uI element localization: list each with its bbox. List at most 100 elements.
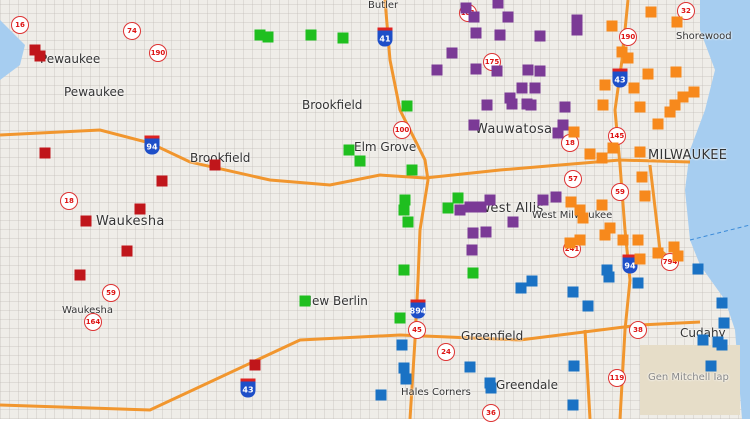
map-marker-purple[interactable] bbox=[431, 64, 443, 76]
map-marker-blue[interactable] bbox=[567, 399, 579, 411]
map-marker-green[interactable] bbox=[354, 155, 366, 167]
map-marker-purple[interactable] bbox=[534, 65, 546, 77]
map-marker-orange[interactable] bbox=[596, 152, 608, 164]
map-marker-purple[interactable] bbox=[466, 244, 478, 256]
map-marker-purple[interactable] bbox=[470, 27, 482, 39]
map-marker-blue[interactable] bbox=[375, 389, 387, 401]
map-marker-green[interactable] bbox=[398, 264, 410, 276]
map-marker-orange[interactable] bbox=[639, 190, 651, 202]
map-marker-purple[interactable] bbox=[552, 127, 564, 139]
map-marker-blue[interactable] bbox=[632, 277, 644, 289]
map-marker-orange[interactable] bbox=[597, 99, 609, 111]
map-marker-orange[interactable] bbox=[671, 16, 683, 28]
map-marker-purple[interactable] bbox=[468, 11, 480, 23]
map-marker-green[interactable] bbox=[305, 29, 317, 41]
map-marker-purple[interactable] bbox=[492, 0, 504, 9]
map-marker-orange[interactable] bbox=[607, 142, 619, 154]
map-marker-orange[interactable] bbox=[577, 212, 589, 224]
map-marker-green[interactable] bbox=[254, 29, 266, 41]
map-marker-blue[interactable] bbox=[398, 362, 410, 374]
map-marker-blue[interactable] bbox=[567, 286, 579, 298]
map-marker-blue[interactable] bbox=[692, 263, 704, 275]
map-marker-orange[interactable] bbox=[652, 247, 664, 259]
map-marker-purple[interactable] bbox=[507, 216, 519, 228]
map-marker-purple[interactable] bbox=[460, 2, 472, 14]
map-marker-green[interactable] bbox=[401, 100, 413, 112]
map-marker-red[interactable] bbox=[34, 50, 46, 62]
map-marker-green[interactable] bbox=[394, 312, 406, 324]
map-marker-blue[interactable] bbox=[568, 360, 580, 372]
map-marker-blue[interactable] bbox=[603, 271, 615, 283]
map-marker-blue[interactable] bbox=[716, 297, 728, 309]
map-marker-orange[interactable] bbox=[668, 241, 680, 253]
map-marker-orange[interactable] bbox=[616, 46, 628, 58]
map-marker-orange[interactable] bbox=[574, 234, 586, 246]
map-marker-orange[interactable] bbox=[565, 196, 577, 208]
map-marker-green[interactable] bbox=[398, 204, 410, 216]
map-marker-purple[interactable] bbox=[534, 30, 546, 42]
map-marker-green[interactable] bbox=[343, 144, 355, 156]
map-marker-purple[interactable] bbox=[550, 191, 562, 203]
map-marker-blue[interactable] bbox=[582, 300, 594, 312]
map-marker-green[interactable] bbox=[402, 216, 414, 228]
map-marker-blue[interactable] bbox=[705, 360, 717, 372]
map-marker-orange[interactable] bbox=[568, 126, 580, 138]
map-marker-blue[interactable] bbox=[697, 334, 709, 346]
map-marker-green[interactable] bbox=[299, 295, 311, 307]
map-marker-green[interactable] bbox=[399, 194, 411, 206]
map-marker-blue[interactable] bbox=[515, 282, 527, 294]
map-marker-orange[interactable] bbox=[564, 237, 576, 249]
map-marker-orange[interactable] bbox=[642, 68, 654, 80]
map-marker-purple[interactable] bbox=[522, 64, 534, 76]
map-marker-orange[interactable] bbox=[664, 106, 676, 118]
map-marker-purple[interactable] bbox=[537, 194, 549, 206]
map-marker-orange[interactable] bbox=[636, 171, 648, 183]
map-marker-orange[interactable] bbox=[634, 146, 646, 158]
map-marker-red[interactable] bbox=[249, 359, 261, 371]
map-marker-green[interactable] bbox=[452, 192, 464, 204]
map-marker-purple[interactable] bbox=[446, 47, 458, 59]
map-marker-orange[interactable] bbox=[628, 82, 640, 94]
map-marker-orange[interactable] bbox=[599, 79, 611, 91]
map-marker-purple[interactable] bbox=[529, 82, 541, 94]
map-marker-red[interactable] bbox=[134, 203, 146, 215]
map-marker-orange[interactable] bbox=[669, 99, 681, 111]
map-marker-orange[interactable] bbox=[584, 148, 596, 160]
map-marker-green[interactable] bbox=[467, 267, 479, 279]
map-marker-green[interactable] bbox=[406, 164, 418, 176]
map-marker-blue[interactable] bbox=[396, 339, 408, 351]
map-marker-orange[interactable] bbox=[622, 52, 634, 64]
map-marker-blue[interactable] bbox=[716, 339, 728, 351]
map-marker-purple[interactable] bbox=[516, 82, 528, 94]
map-marker-purple[interactable] bbox=[491, 65, 503, 77]
map-marker-orange[interactable] bbox=[604, 222, 616, 234]
map-marker-purple[interactable] bbox=[467, 227, 479, 239]
map-marker-purple[interactable] bbox=[468, 119, 480, 131]
map-marker-red[interactable] bbox=[80, 215, 92, 227]
map-marker-blue[interactable] bbox=[718, 317, 730, 329]
map-marker-red[interactable] bbox=[29, 44, 41, 56]
map-marker-purple[interactable] bbox=[504, 92, 516, 104]
map-marker-purple[interactable] bbox=[559, 101, 571, 113]
map-marker-red[interactable] bbox=[209, 159, 221, 171]
map-marker-orange[interactable] bbox=[599, 229, 611, 241]
map-marker-orange[interactable] bbox=[677, 91, 689, 103]
map-marker-orange[interactable] bbox=[596, 199, 608, 211]
map-marker-purple[interactable] bbox=[571, 14, 583, 26]
map-marker-purple[interactable] bbox=[494, 29, 506, 41]
map-marker-purple[interactable] bbox=[480, 226, 492, 238]
map-marker-red[interactable] bbox=[156, 175, 168, 187]
map-marker-blue[interactable] bbox=[485, 382, 497, 394]
map-marker-blue[interactable] bbox=[526, 275, 538, 287]
map-marker-orange[interactable] bbox=[617, 234, 629, 246]
map-marker-purple[interactable] bbox=[525, 99, 537, 111]
map-marker-orange[interactable] bbox=[652, 118, 664, 130]
map-marker-purple[interactable] bbox=[464, 201, 476, 213]
map-marker-blue[interactable] bbox=[601, 264, 613, 276]
map-marker-orange[interactable] bbox=[672, 250, 684, 262]
map-marker-blue[interactable] bbox=[464, 361, 476, 373]
map-marker-orange[interactable] bbox=[634, 101, 646, 113]
map-marker-purple[interactable] bbox=[506, 98, 518, 110]
map-marker-orange[interactable] bbox=[645, 6, 657, 18]
